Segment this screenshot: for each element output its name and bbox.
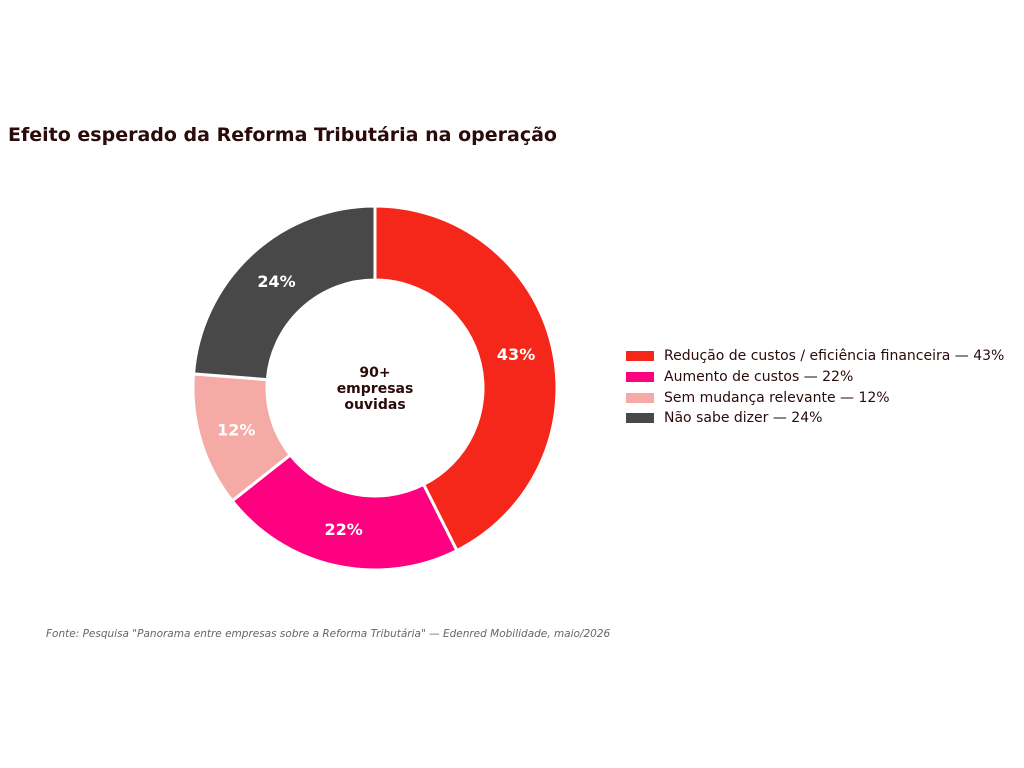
legend-label: Aumento de custos — 22%	[664, 369, 854, 386]
center-label-line-3: ouvidas	[344, 397, 405, 413]
center-label-line-1: 90+	[359, 365, 390, 381]
center-label-line-2: empresas	[337, 381, 414, 397]
slice-value-label-aumento-custos: 22%	[325, 520, 363, 539]
legend-swatch	[626, 413, 654, 424]
legend: Redução de custos / eficiência financeir…	[626, 346, 1004, 429]
legend-item: Sem mudança relevante — 12%	[626, 387, 1004, 408]
legend-item: Não sabe dizer — 24%	[626, 408, 1004, 429]
legend-swatch	[626, 351, 654, 362]
donut-slice-reducao-custos	[373, 204, 559, 553]
slice-value-label-nao-sabe: 24%	[257, 272, 295, 291]
legend-label: Sem mudança relevante — 12%	[664, 389, 890, 406]
source-note: Fonte: Pesquisa "Panorama entre empresas…	[46, 628, 611, 640]
legend-swatch	[626, 392, 654, 403]
donut-slice-aumento-custos	[230, 452, 459, 572]
slice-value-label-sem-mudanca: 12%	[217, 421, 255, 440]
legend-swatch	[626, 372, 654, 383]
slice-value-label-reducao-custos: 43%	[497, 345, 535, 364]
legend-item: Redução de custos / eficiência financeir…	[626, 346, 1004, 367]
legend-item: Aumento de custos — 22%	[626, 367, 1004, 388]
legend-label: Não sabe dizer — 24%	[664, 410, 823, 427]
chart-title: Efeito esperado da Reforma Tributária na…	[8, 124, 557, 146]
donut-slice-nao-sabe	[191, 204, 377, 382]
donut-slice-labels: 43% 22% 12% 24%	[217, 272, 535, 539]
legend-label: Redução de custos / eficiência financeir…	[664, 348, 1005, 365]
donut-slices	[191, 204, 559, 572]
